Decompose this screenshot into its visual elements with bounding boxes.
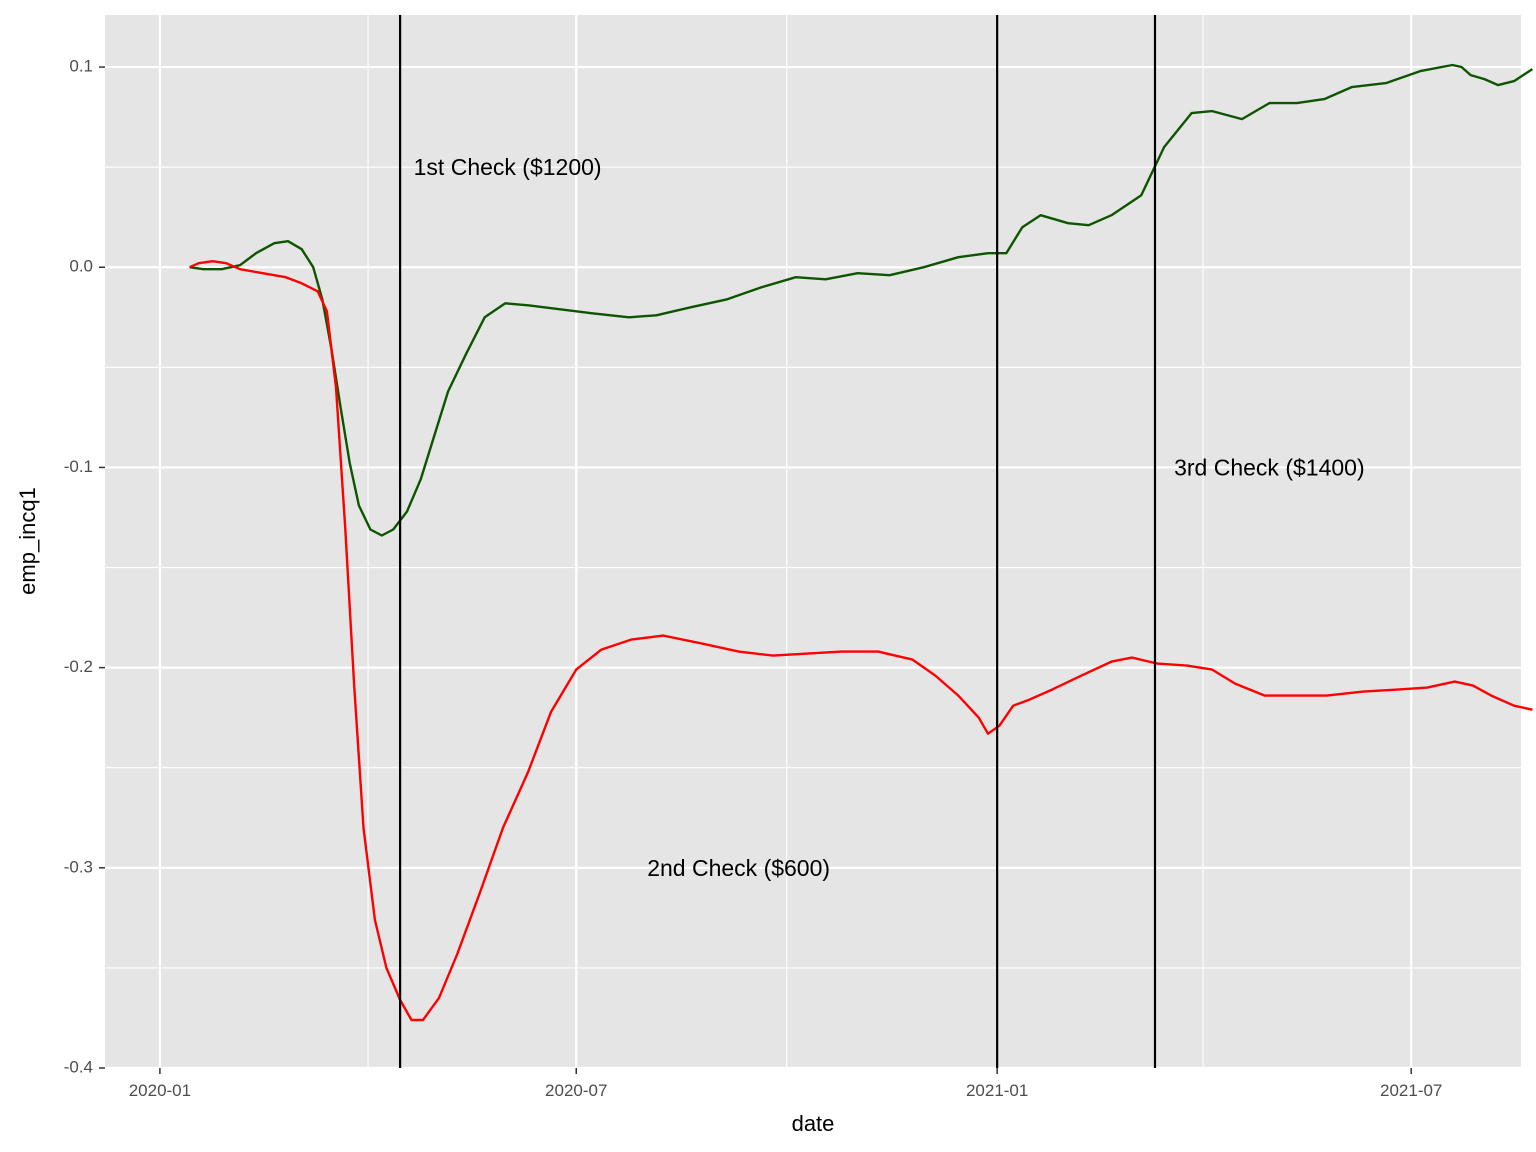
- annotation-layer: 1st Check ($1200) 2nd Check ($600) 3rd Che…: [414, 154, 1365, 881]
- y-tick-label: 0.0: [69, 257, 93, 276]
- x-axis-title: date: [792, 1111, 835, 1136]
- x-tick-label: 2021-01: [966, 1081, 1028, 1100]
- annotation-label: 3rd Check ($1400): [1174, 455, 1365, 481]
- annotation-label: 1st Check ($1200): [414, 154, 602, 180]
- x-tick-label: 2020-01: [129, 1081, 191, 1100]
- x-tick-label: 2020-07: [545, 1081, 607, 1100]
- y-tick-label: 0.1: [69, 57, 93, 76]
- y-axis: 0.1 0.0 -0.1 -0.2 -0.3 -0.4: [64, 57, 105, 1076]
- y-tick-label: -0.4: [64, 1057, 93, 1076]
- x-tick-label: 2021-07: [1380, 1081, 1442, 1100]
- series-line-2: [189, 260, 1533, 1022]
- y-axis-title: emp_incq1: [15, 487, 40, 595]
- grid-minor: [105, 15, 1521, 1068]
- series-layer: [189, 63, 1534, 1022]
- vline-layer: [398, 15, 1157, 1068]
- y-tick-label: -0.3: [64, 857, 93, 876]
- y-tick-label: -0.2: [64, 657, 93, 676]
- y-tick-label: -0.1: [64, 457, 93, 476]
- x-axis: 2020-01 2020-07 2021-01 2021-07: [129, 1068, 1442, 1100]
- plot-panel: [105, 15, 1521, 1068]
- annotation-label: 2nd Check ($600): [647, 855, 830, 881]
